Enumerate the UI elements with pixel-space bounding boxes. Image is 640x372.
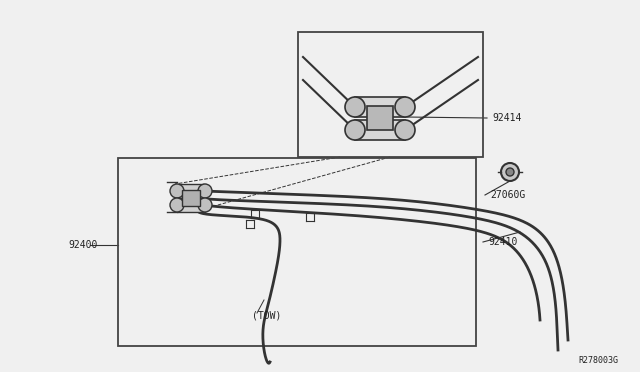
Text: 92400: 92400 — [68, 240, 97, 250]
Bar — [355, 97, 405, 117]
Circle shape — [170, 198, 184, 212]
Circle shape — [395, 120, 415, 140]
Bar — [118, 158, 476, 346]
Bar — [177, 184, 205, 198]
Text: 92410: 92410 — [488, 237, 517, 247]
Text: (TOW): (TOW) — [252, 311, 282, 321]
Text: R278003G: R278003G — [578, 356, 618, 365]
Bar — [355, 120, 405, 140]
Circle shape — [170, 184, 184, 198]
Circle shape — [501, 163, 519, 181]
Bar — [298, 32, 483, 157]
Bar — [182, 190, 200, 206]
Circle shape — [345, 120, 365, 140]
Circle shape — [395, 97, 415, 117]
Bar — [177, 198, 205, 212]
Bar — [367, 106, 393, 130]
Circle shape — [198, 198, 212, 212]
Circle shape — [345, 97, 365, 117]
Text: 27060G: 27060G — [490, 190, 525, 200]
Circle shape — [198, 184, 212, 198]
Text: 92414: 92414 — [492, 113, 522, 123]
Circle shape — [506, 168, 514, 176]
